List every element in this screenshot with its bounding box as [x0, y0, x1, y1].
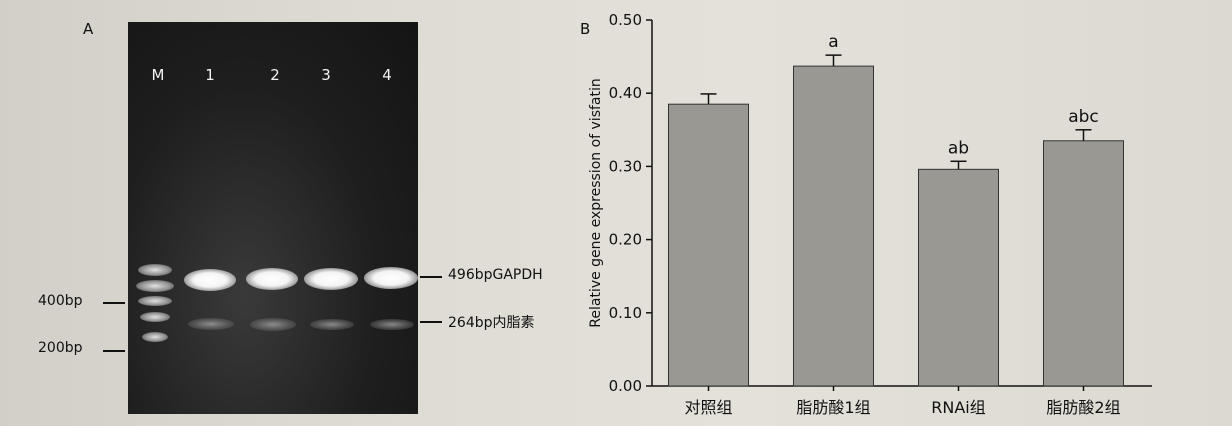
visfatin-band-lane-2: [250, 318, 296, 331]
gapdh-band-lane-4: [364, 267, 418, 289]
y-axis-label: Relative gene expression of visfatin: [588, 78, 604, 327]
y-tick-label: 0.10: [609, 304, 642, 322]
bar: [918, 168, 999, 387]
bar: [668, 103, 749, 387]
marker-tick-200bp: [103, 350, 125, 352]
ladder-band: [136, 280, 174, 292]
lane-label-m: M: [151, 66, 165, 84]
significance-label: ab: [948, 138, 969, 158]
visfatin-band-lane-3: [310, 319, 354, 330]
visfatin-label: 264bp内脂素: [448, 315, 535, 331]
y-tick-label: 0.20: [609, 231, 642, 249]
ladder-band: [138, 264, 172, 276]
y-tick-label: 0.00: [609, 377, 642, 395]
bar: [793, 65, 874, 387]
bar-chart: 0.00 0.10 0.20 0.30 0.40 0.50 Relative gene ex…: [588, 11, 1152, 417]
panel-b-letter: B: [580, 20, 591, 38]
y-tick-label: 0.40: [609, 84, 642, 102]
gapdh-band-lane-1: [184, 269, 236, 291]
gapdh-tick: [420, 276, 442, 278]
ladder-band: [140, 312, 170, 322]
lane-label-1: 1: [205, 66, 215, 84]
category-label: 脂肪酸2组: [1046, 398, 1120, 417]
category-label: RNAi组: [931, 398, 985, 417]
marker-label-200bp: 200bp: [38, 340, 83, 356]
bar: [1043, 140, 1124, 387]
panel-a-letter: A: [83, 20, 94, 38]
category-label: 脂肪酸1组: [796, 398, 870, 417]
marker-label-400bp: 400bp: [38, 293, 83, 309]
lane-label-2: 2: [270, 66, 280, 84]
gel-image: M 1 2 3 4: [128, 22, 418, 414]
ladder-band: [138, 296, 172, 306]
lane-label-3: 3: [321, 66, 331, 84]
gapdh-band-lane-3: [304, 268, 358, 290]
y-tick-label: 0.30: [609, 157, 642, 175]
marker-tick-400bp: [103, 302, 125, 304]
visfatin-tick: [420, 321, 442, 323]
gapdh-band-lane-2: [246, 268, 298, 290]
significance-label: abc: [1068, 107, 1099, 127]
significance-label: a: [828, 32, 838, 52]
gapdh-label: 496bpGAPDH: [448, 267, 543, 283]
category-label: 对照组: [684, 398, 732, 417]
ladder-band: [142, 332, 168, 342]
y-tick-label: 0.50: [609, 11, 642, 29]
visfatin-band-lane-1: [188, 318, 234, 330]
lane-label-4: 4: [382, 66, 392, 84]
visfatin-band-lane-4: [370, 319, 414, 330]
